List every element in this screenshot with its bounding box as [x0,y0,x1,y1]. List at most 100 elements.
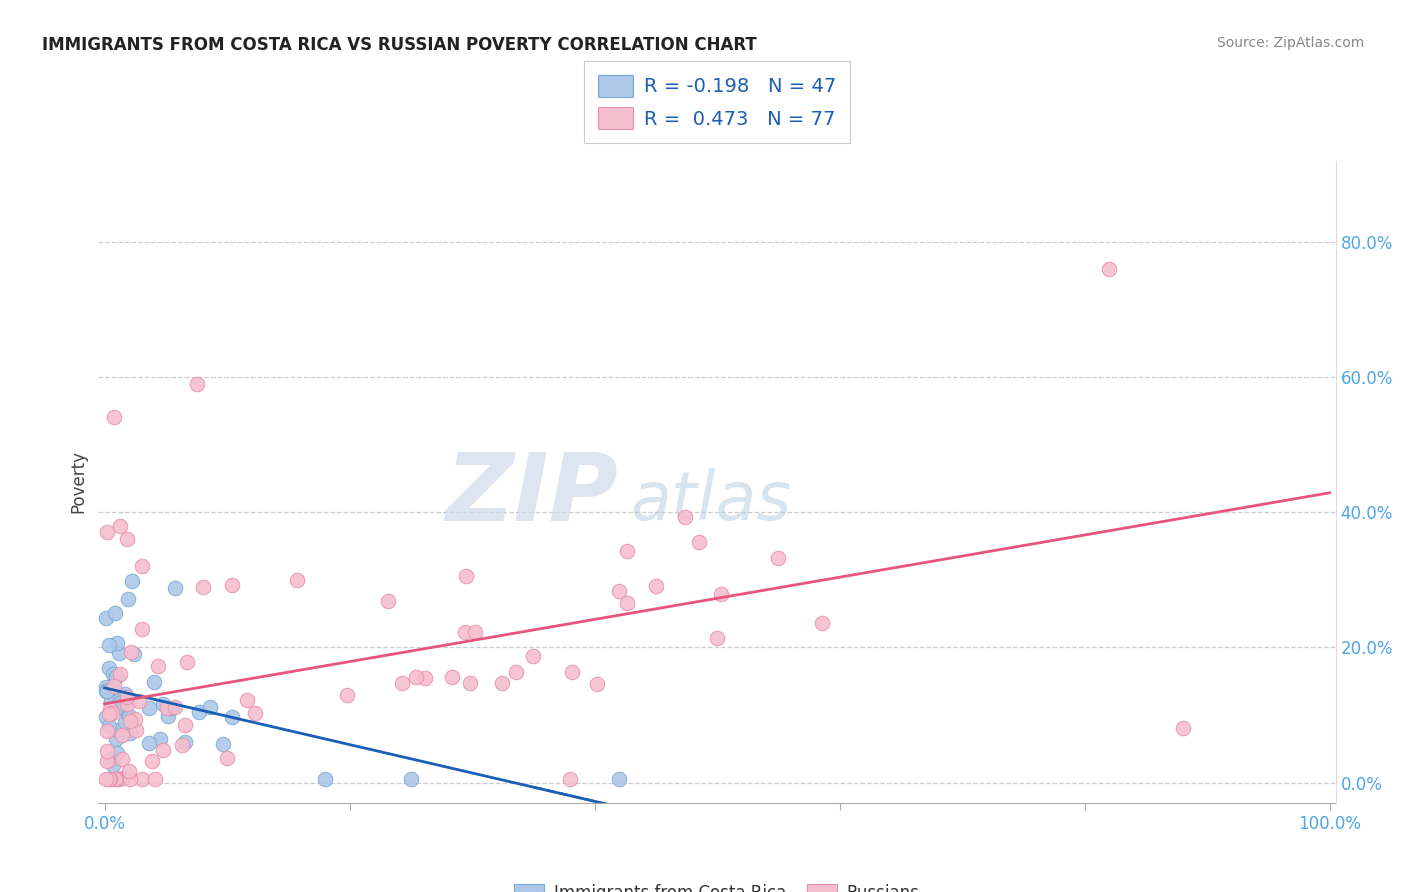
Point [688,534,710,549]
Point [152,697,174,711]
Point [287,573,309,587]
Point [103,679,125,693]
Text: IMMIGRANTS FROM COSTA RICA VS RUSSIAN POVERTY CORRELATION CHART: IMMIGRANTS FROM COSTA RICA VS RUSSIAN PO… [42,36,756,54]
Point [186,376,208,391]
Point [616,543,638,558]
Point [391,676,413,690]
Point [105,772,128,786]
Point [607,584,630,599]
Point [314,772,336,786]
Point [243,706,266,720]
Point [149,731,172,746]
Point [585,677,607,691]
Point [212,737,235,751]
Point [673,510,696,524]
Point [118,709,141,723]
Point [143,772,166,786]
Point [98,638,121,652]
Point [103,681,125,696]
Point [458,675,481,690]
Point [118,726,141,740]
Point [101,667,124,681]
Text: ZIP: ZIP [446,449,619,541]
Point [120,714,142,728]
Point [110,701,132,715]
Point [173,735,195,749]
Point [111,728,134,742]
Point [148,659,170,673]
Point [101,706,124,720]
Point [607,772,630,786]
Point [94,772,117,786]
Point [115,690,138,704]
Point [108,667,131,681]
Point [101,758,124,772]
Point [94,611,117,625]
Point [104,731,127,746]
Point [98,772,121,786]
Point [399,772,422,786]
Point [558,772,581,786]
Point [176,655,198,669]
Point [96,525,118,540]
Point [221,578,243,592]
Point [121,574,143,589]
Point [105,747,128,761]
Point [155,701,177,715]
Point [100,694,122,708]
Point [138,736,160,750]
Point [131,622,153,636]
Point [96,683,118,698]
Point [456,569,478,583]
Point [141,755,163,769]
Point [107,772,129,786]
Point [94,680,117,694]
Point [107,723,129,738]
Point [94,684,117,698]
Point [98,753,121,767]
Point [163,700,186,714]
Point [156,708,179,723]
Point [441,670,464,684]
Point [117,698,139,712]
Point [97,772,120,786]
Point [131,559,153,574]
Point [811,615,834,630]
Point [114,715,136,730]
Point [114,687,136,701]
Point [1098,261,1121,276]
Point [162,701,184,715]
Point [103,410,125,425]
Point [1171,722,1194,736]
Text: Source: ZipAtlas.com: Source: ZipAtlas.com [1216,36,1364,50]
Point [198,700,221,714]
Point [94,710,117,724]
Point [413,671,436,685]
Point [96,744,118,758]
Point [105,701,128,715]
Point [96,754,118,768]
Point [128,694,150,708]
Point [111,771,134,785]
Point [645,579,668,593]
Point [105,669,128,683]
Legend: Immigrants from Costa Rica, Russians: Immigrants from Costa Rica, Russians [506,875,928,892]
Point [561,665,583,680]
Point [336,689,359,703]
Point [96,724,118,739]
Point [215,751,238,765]
Point [505,665,527,680]
Point [174,718,197,732]
Point [464,625,486,640]
Point [768,550,790,565]
Point [124,648,146,662]
Point [117,591,139,606]
Point [377,594,399,608]
Point [131,772,153,786]
Point [405,670,427,684]
Point [97,707,120,722]
Point [118,772,141,786]
Point [163,581,186,595]
Point [115,532,138,546]
Point [107,646,129,660]
